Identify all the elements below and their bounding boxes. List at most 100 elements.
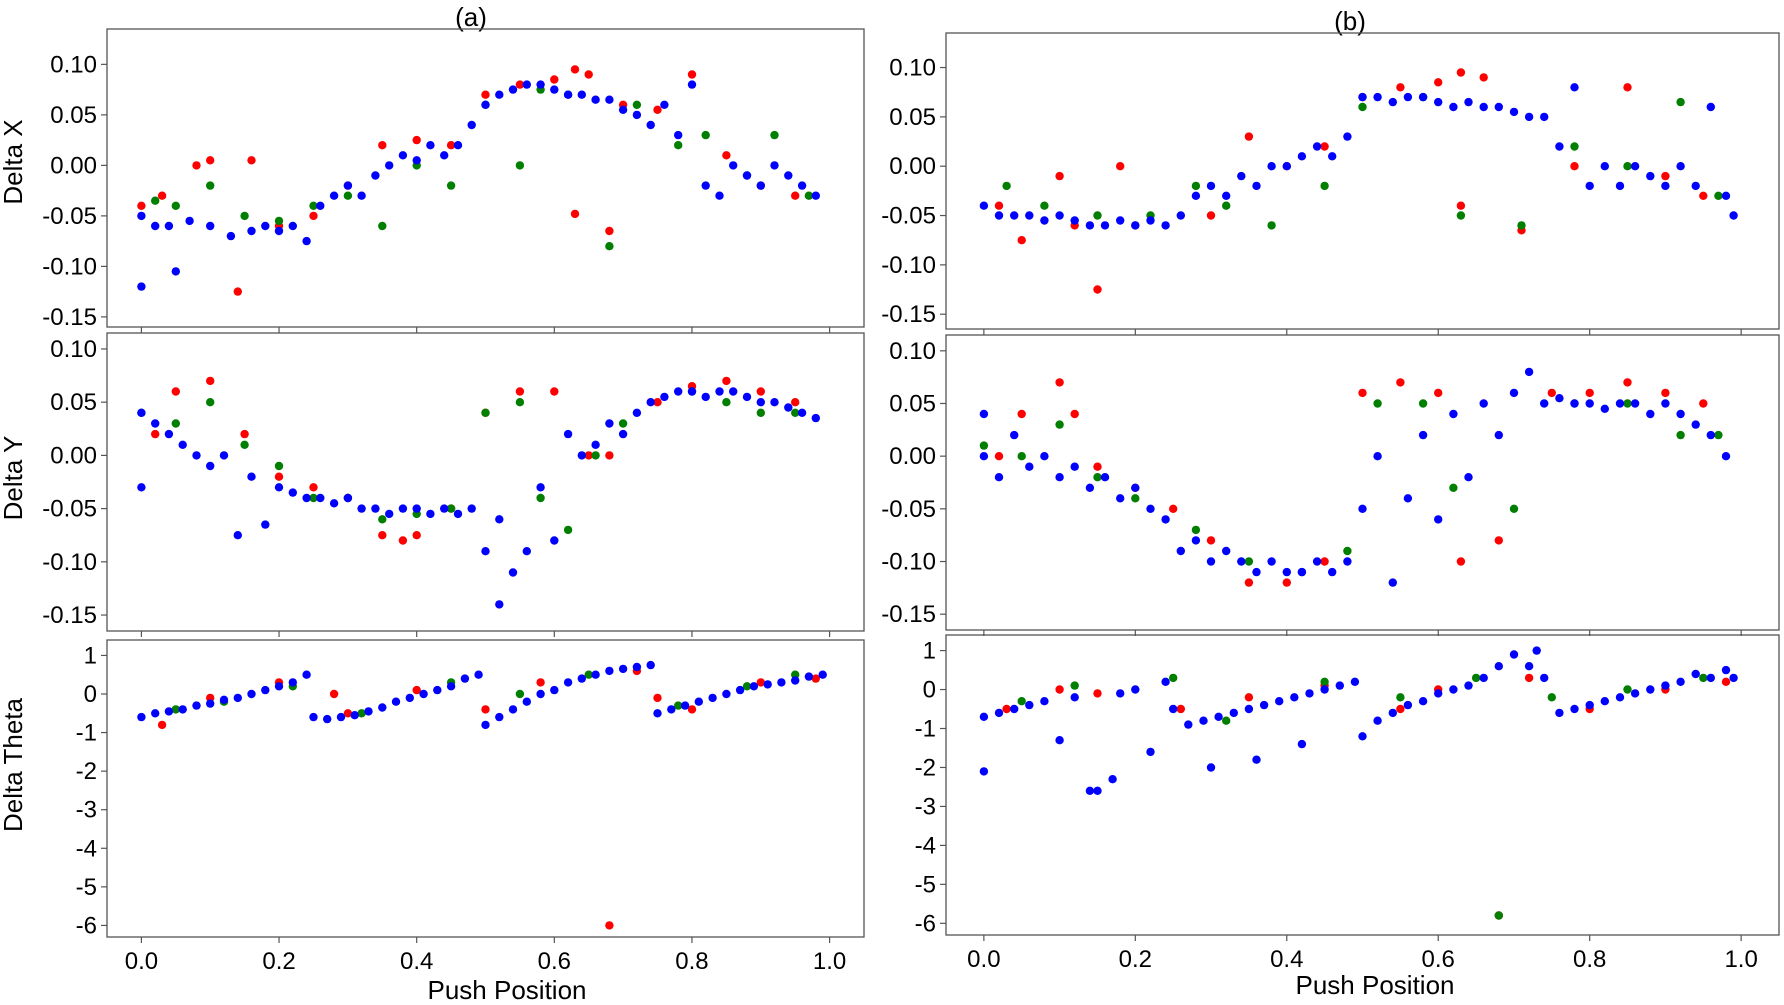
scatter-point	[1434, 388, 1443, 398]
scatter-point	[1676, 97, 1685, 107]
x-tick-label: 1.0	[1724, 946, 1757, 973]
scatter-point	[192, 161, 201, 170]
scatter-point	[151, 429, 160, 439]
scatter-point	[563, 525, 573, 535]
subplot-a-delta-theta: 1 0 -1 -2 -3 -4 -5 -6 0.0 0.2 0.4 0.6 0.8 1.0	[76, 639, 865, 975]
ylabel-delta-theta: Delta Theta	[0, 697, 28, 831]
scatter-point	[1184, 720, 1193, 729]
scatter-point	[687, 387, 697, 396]
scatter-point	[151, 221, 160, 231]
scatter-point	[1600, 697, 1610, 706]
scatter-point	[288, 678, 297, 687]
scatter-point	[1699, 673, 1708, 683]
scatter-point	[137, 201, 146, 210]
scatter-point	[302, 493, 311, 503]
scatter-point	[467, 504, 476, 513]
scatter-point	[1350, 677, 1360, 686]
x-tick-label: 0.6	[1422, 946, 1455, 973]
x-tick-label: 0.2	[1119, 946, 1152, 973]
y-tick-label: 0.00	[889, 153, 936, 180]
scatter-point	[1267, 221, 1276, 230]
scatter-point	[1320, 685, 1329, 694]
scatter-point	[1547, 388, 1557, 398]
scatter-point	[756, 678, 765, 687]
scatter-point	[550, 387, 559, 396]
scatter-point	[708, 693, 717, 703]
scatter-point	[1055, 211, 1064, 220]
scatter-point	[1237, 557, 1246, 566]
scatter-point	[412, 504, 421, 513]
scatter-point	[570, 209, 580, 219]
scatter-point	[309, 201, 318, 210]
scatter-point	[1093, 689, 1102, 698]
scatter-point	[522, 547, 531, 556]
y-tick-label: -4	[915, 832, 936, 859]
scatter-point	[515, 689, 525, 699]
scatter-point	[1093, 786, 1102, 795]
scatter-point	[1373, 92, 1382, 102]
y-tick-label: -5	[76, 874, 97, 901]
y-tick-label: -0.05	[881, 203, 936, 230]
y-tick-label: -2	[76, 758, 97, 785]
scatter-point	[164, 707, 174, 716]
scatter-point	[632, 100, 642, 110]
scatter-point	[1555, 394, 1564, 403]
scatter-point	[378, 141, 387, 150]
scatter-point	[137, 282, 146, 291]
scatter-point	[1297, 152, 1307, 161]
scatter-point	[1509, 107, 1519, 117]
scatter-point	[1464, 681, 1473, 690]
scatter-point	[1169, 673, 1178, 683]
scatter-point	[508, 85, 518, 94]
scatter-point	[605, 921, 614, 930]
scatter-point	[660, 100, 669, 110]
scatter-point	[1714, 430, 1723, 440]
scatter-point	[1282, 162, 1292, 171]
scatter-point	[226, 231, 236, 241]
scatter-point	[653, 105, 662, 115]
scatter-point	[1358, 732, 1367, 741]
scatter-point	[797, 181, 807, 190]
scatter-point	[1070, 216, 1079, 225]
scatter-point	[343, 493, 353, 503]
scatter-point	[1547, 693, 1557, 702]
y-tick-label: -1	[915, 716, 936, 743]
y-tick-label: -0.05	[42, 496, 97, 523]
y-tick-label: -0.05	[881, 496, 936, 523]
y-tick-label: -3	[915, 793, 936, 820]
subplot-b-delta-theta: 1 0 -1 -2 -3 -4 -5 -6 0.0 0.2 0.4 0.6 0.8 1.0	[915, 634, 1780, 973]
scatter-point	[1328, 567, 1337, 577]
scatter-point	[1176, 546, 1186, 556]
scatter-point	[1100, 221, 1110, 230]
scatter-point	[577, 674, 586, 683]
scatter-point	[1555, 142, 1564, 151]
scatter-point	[364, 707, 373, 716]
scatter-point	[1449, 102, 1458, 112]
scatter-point	[1116, 162, 1125, 171]
scatter-point	[206, 699, 215, 708]
scatter-point	[1661, 388, 1670, 398]
scatter-point	[756, 408, 765, 417]
scatter-point	[206, 181, 215, 190]
scatter-point	[1479, 73, 1488, 82]
scatter-point	[777, 678, 786, 687]
scatter-point	[1623, 399, 1632, 408]
scatter-point	[261, 685, 270, 695]
scatter-point	[206, 221, 215, 231]
scatter-point	[1706, 430, 1716, 440]
scatter-point	[1403, 700, 1413, 710]
scatter-point	[811, 413, 820, 423]
scatter-point	[1116, 216, 1125, 225]
scatter-point	[453, 141, 463, 150]
scatter-point	[1388, 708, 1398, 718]
scatter-point	[1290, 693, 1299, 702]
y-tick-label: -0.10	[881, 252, 936, 279]
scatter-point	[1010, 430, 1019, 440]
scatter-point	[1093, 462, 1102, 471]
scatter-point	[1010, 704, 1019, 714]
scatter-point	[791, 398, 800, 407]
scatter-point	[481, 705, 490, 714]
scatter-point	[1131, 685, 1140, 694]
scatter-point	[1206, 211, 1216, 220]
scatter-point	[398, 504, 408, 513]
